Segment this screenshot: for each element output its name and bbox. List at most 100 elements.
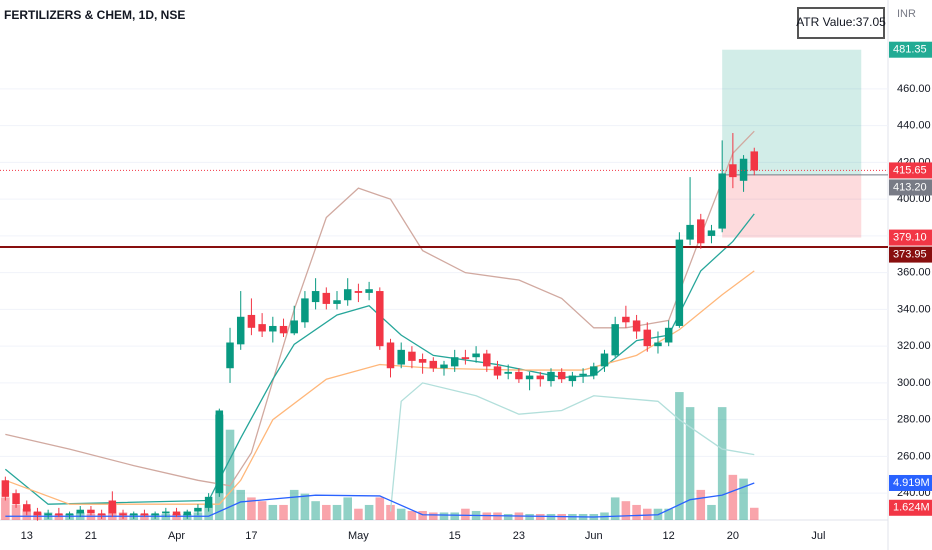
- candle-body: [429, 360, 438, 369]
- volume-bar: [503, 513, 513, 520]
- x-tick-label: 12: [663, 530, 675, 542]
- volume-bar: [728, 474, 738, 520]
- volume-bar: [396, 508, 406, 520]
- x-tick-label: Jul: [811, 530, 825, 542]
- candle-body: [343, 289, 352, 301]
- x-tick-label: 17: [245, 530, 257, 542]
- candle-body: [654, 342, 662, 347]
- price-label-box: [889, 179, 932, 196]
- volume-bar: [610, 497, 620, 520]
- candle-body: [386, 342, 395, 369]
- volume-bar: [343, 497, 352, 520]
- y-tick-label: 280.00: [897, 414, 931, 426]
- candle-body: [632, 320, 641, 332]
- candle-body: [55, 513, 63, 516]
- volume-bar: [675, 392, 684, 520]
- volume-bar: [685, 407, 695, 520]
- candle-body: [622, 316, 630, 323]
- volume-bar: [257, 501, 267, 520]
- candle-body: [450, 357, 459, 367]
- candle-body: [515, 371, 523, 380]
- volume-bar: [354, 508, 363, 520]
- volume-bar: [461, 508, 470, 520]
- x-tick-label: 21: [85, 530, 97, 542]
- candle-body: [718, 173, 726, 229]
- candle-body: [557, 371, 566, 380]
- target-zone: [722, 49, 862, 175]
- candle-body: [290, 320, 298, 334]
- candle-body: [247, 314, 256, 328]
- stop-zone: [722, 174, 862, 238]
- volume-bar: [247, 497, 256, 520]
- candle-body: [408, 351, 416, 361]
- candle-body: [322, 292, 331, 304]
- y-tick-label: 440.00: [897, 120, 931, 132]
- price-label: 413.20: [893, 181, 927, 193]
- candle-body: [418, 359, 427, 363]
- volume-bar: [11, 504, 21, 520]
- volume-bar: [429, 512, 438, 520]
- candle-body: [397, 349, 405, 365]
- candle-body: [172, 511, 181, 516]
- candle-body: [643, 329, 652, 347]
- candle-body: [536, 375, 545, 380]
- candle-body: [162, 511, 170, 514]
- volume-bar: [386, 504, 395, 520]
- candle-body: [547, 371, 555, 382]
- volume-bar: [322, 504, 331, 520]
- candle-body: [236, 316, 245, 345]
- price-label-box: [889, 162, 932, 179]
- volume-bar: [707, 504, 716, 520]
- y-tick-label: 340.00: [897, 303, 931, 315]
- candle-body: [750, 151, 759, 171]
- volume-bar: [439, 512, 449, 520]
- candle-body: [707, 230, 716, 236]
- candle-body: [194, 507, 202, 512]
- volume-bar: [236, 489, 246, 520]
- candle-body: [129, 513, 138, 516]
- volume-bar: [86, 513, 96, 520]
- candle-body: [140, 513, 149, 516]
- volume-bar: [279, 504, 288, 520]
- candle-body: [119, 513, 127, 516]
- volume-bar: [204, 504, 213, 520]
- candle-body: [1, 480, 10, 497]
- x-tick-label: 23: [513, 530, 525, 542]
- y-tick-label: 460.00: [897, 83, 931, 95]
- candle-body: [365, 289, 373, 293]
- volume-bar: [642, 508, 652, 520]
- candle-body: [269, 325, 277, 332]
- volume-bar: [717, 407, 727, 520]
- candle-body: [472, 353, 480, 358]
- price-label: 373.95: [893, 248, 927, 260]
- candle-body: [333, 300, 341, 304]
- candle-body: [697, 219, 705, 244]
- volume-bar: [536, 513, 545, 520]
- candle-body: [525, 375, 534, 380]
- volume-bar: [450, 512, 459, 520]
- candle-body: [23, 504, 31, 512]
- y-tick-label: 300.00: [897, 377, 931, 389]
- candle-body: [258, 324, 266, 332]
- x-tick-label: 15: [449, 530, 461, 542]
- candle-body: [151, 513, 159, 516]
- volume-bar: [664, 508, 673, 520]
- candle-body: [108, 500, 117, 514]
- candle-body: [611, 324, 619, 356]
- candle-body: [354, 291, 363, 293]
- x-tick-label: May: [348, 530, 369, 542]
- candle-body: [739, 158, 748, 181]
- candle-body: [590, 366, 598, 376]
- price-label-box: [889, 474, 932, 491]
- y-tick-label: 400.00: [897, 193, 931, 205]
- candle-body: [376, 291, 384, 347]
- price-label-box: [889, 41, 932, 58]
- candle-body: [311, 291, 320, 303]
- candle-body: [675, 239, 684, 326]
- candle-body: [97, 513, 106, 516]
- volume-bar: [739, 478, 748, 520]
- volume-bar: [621, 501, 631, 520]
- candle-body: [579, 373, 587, 376]
- price-label: 379.10: [893, 231, 927, 243]
